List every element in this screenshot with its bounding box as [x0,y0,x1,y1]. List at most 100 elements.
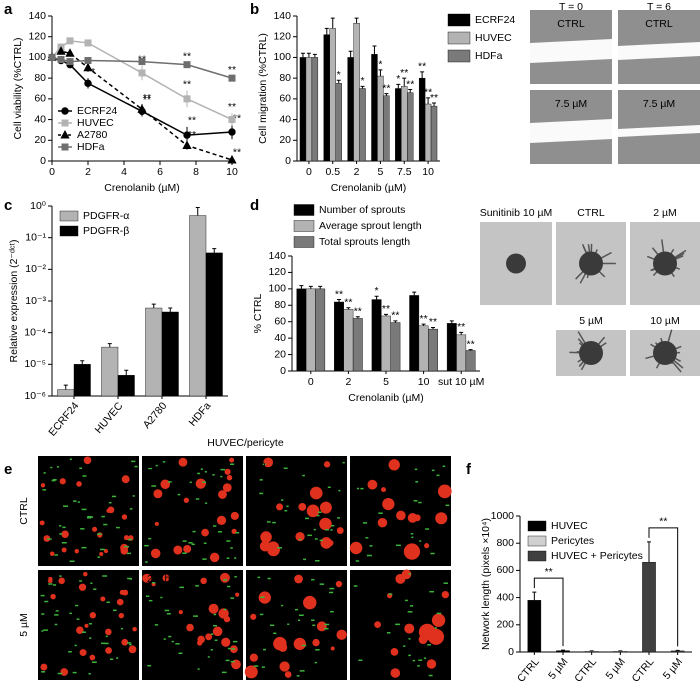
micrograph: 7.5 µM [530,90,612,164]
cell-green [215,639,218,641]
cell-green [190,482,192,484]
cell-green [367,555,372,557]
cell-green [311,579,314,581]
cell-green [415,481,418,483]
cell-green [227,557,230,559]
y-tick-label: 80 [279,72,291,84]
cell-red [99,552,103,556]
bar [410,295,419,371]
cell-red [75,549,79,553]
cell-red [395,574,405,584]
cell-green [389,593,393,595]
cell-green [328,487,331,489]
cell-red [179,458,188,467]
condition-label: 2 µM [653,207,677,219]
error-bar [331,18,335,28]
cell-green [329,588,334,590]
significance: ** [188,129,196,141]
cell-red [442,591,449,598]
cell-green [318,512,322,514]
bar [431,106,437,161]
cell-green [320,540,323,542]
cell-green [202,558,206,560]
cell-red [122,514,127,519]
bar [372,300,381,371]
cell-green [354,585,358,587]
data-point [85,80,91,86]
cell-red [183,545,191,553]
cell-green [149,600,153,602]
bar [457,335,466,371]
cell-red [117,599,124,606]
x-tick-label: 5 µM [661,656,685,682]
significance: ** [188,115,196,127]
y-tick-label: 0 [285,155,291,167]
cell-green [75,645,77,647]
cell-green [89,637,91,639]
cell-green [134,466,137,468]
data-point [49,54,55,60]
cell-green [330,529,332,531]
cell-green [146,595,149,597]
cell-red [250,654,258,662]
cell-red [225,469,231,475]
cell-green [411,533,413,535]
cell-green [124,546,129,548]
cell-green [230,597,234,599]
x-axis-label: Crenolanib (µM) [348,392,424,404]
bar [353,318,362,371]
micrograph: 0 h [38,570,139,680]
legend-label: Pericytes [551,535,594,547]
cell-green [437,613,441,615]
cell-red [155,522,159,526]
cell-green [325,529,329,531]
cell-green [425,528,429,530]
cell-green [75,605,78,607]
cell-green [211,649,213,651]
scratch [530,119,612,143]
cell-red [294,575,303,584]
panel-letter: f [466,461,472,478]
cell-red [90,612,96,618]
cell-green [41,613,44,615]
cell-green [329,592,333,594]
cell-red [84,456,92,464]
y-tick-label: 40 [274,332,286,344]
cell-green [357,488,359,490]
legend-swatch [294,221,314,232]
y-tick-label: 100 [268,283,286,295]
cell-red [210,553,220,563]
cell-green [196,498,199,500]
micrograph: 7.5 µM [618,90,700,164]
cell-green [133,495,135,497]
spheroid [506,254,526,274]
cell-green [260,614,263,616]
cell-red [40,664,47,671]
cell-green [205,471,207,473]
bar [407,93,413,161]
data-point [184,62,190,68]
legend-label: PDGFR-α [83,210,129,222]
cell-green [127,642,131,644]
cell-red [60,478,66,484]
x-tick-label: ECRF24 [46,400,81,439]
y-axis-label: % CTRL [252,294,264,334]
cell-green [89,623,92,625]
bar [360,89,366,162]
significance: ** [391,310,399,322]
cell-green [284,468,288,470]
significance: ** [228,101,236,113]
y-tick-label: 140 [268,250,286,262]
cell-red [285,671,292,678]
cell-green [130,508,133,510]
cell-green [42,489,46,491]
micrograph: CTRL [556,207,626,305]
cell-green [112,496,116,498]
legend-swatch [528,551,546,561]
significance: ** [406,78,414,90]
x-tick-label: 4 [121,166,127,178]
